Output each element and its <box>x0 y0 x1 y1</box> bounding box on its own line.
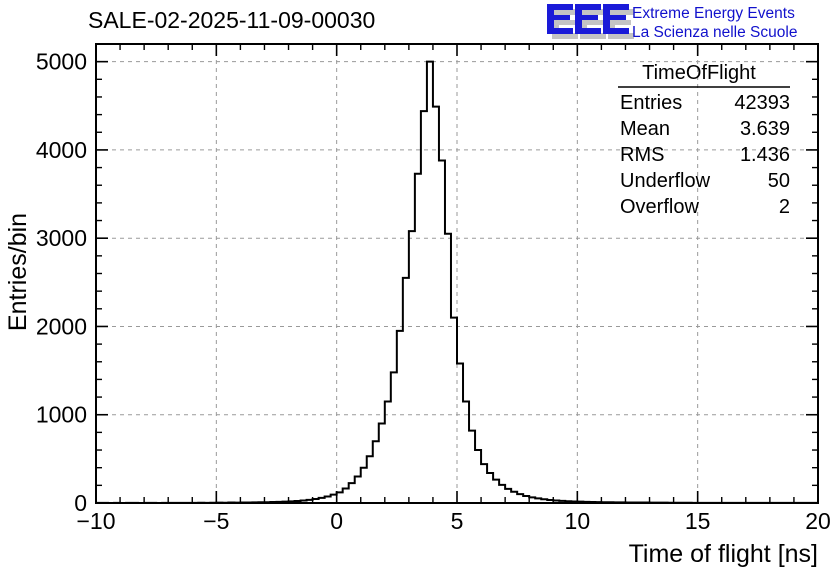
y-axis-title: Entries/bin <box>4 213 32 331</box>
e-bottom-bar <box>552 33 578 39</box>
stats-row-value: 1.436 <box>740 144 790 166</box>
e-bottom-bar <box>603 28 629 34</box>
stats-row-label: Entries <box>620 92 682 114</box>
x-tick-label: 0 <box>330 508 343 534</box>
stats-row-value: 2 <box>779 196 790 218</box>
e-top-bar <box>608 9 634 15</box>
e-top-bar <box>552 9 578 15</box>
e-mid-bar <box>608 20 631 25</box>
x-axis-tick-labels: −10 −5 0 5 10 15 20 <box>76 508 830 534</box>
logo-baseline <box>540 41 836 43</box>
stats-row-value: 50 <box>768 170 790 192</box>
stats-title: TimeOfFlight <box>642 62 756 84</box>
y-axis-tick-labels: 0 1000 2000 3000 4000 5000 <box>36 49 87 516</box>
x-tick-label: 15 <box>685 508 711 534</box>
stats-row-label: Overflow <box>620 196 699 218</box>
stats-row-value: 3.639 <box>740 118 790 140</box>
plot-gridlines <box>96 44 819 503</box>
stats-row-label: RMS <box>620 144 664 166</box>
e-bottom-bar <box>580 33 606 39</box>
e-mid-bar <box>575 15 598 20</box>
logo-line-2: La Scienza nelle Scuole <box>632 24 797 41</box>
plot-frame <box>95 43 819 504</box>
stats-row-value: 42393 <box>734 92 790 114</box>
y-tick-label: 5000 <box>36 49 87 75</box>
e-top-bar <box>547 4 573 10</box>
e-top-bar <box>575 4 601 10</box>
e-top-bar <box>580 9 606 15</box>
e-mid-bar <box>603 15 626 20</box>
e-top-bar <box>603 4 629 10</box>
logo-line-1: Extreme Energy Events <box>632 5 795 22</box>
e-bottom-bar <box>547 28 573 34</box>
e-bottom-bar <box>608 33 634 39</box>
x-tick-label: 5 <box>451 508 464 534</box>
logo-letter-e <box>608 9 634 39</box>
eee-logo-icon: Extreme Energy Events La Scienza nelle S… <box>540 4 836 43</box>
y-tick-label: 3000 <box>36 225 87 251</box>
x-tick-label: 10 <box>565 508 591 534</box>
logo-letter-e <box>580 9 606 39</box>
y-tick-label: 4000 <box>36 137 87 163</box>
plot-frame-box <box>95 43 819 504</box>
x-tick-label: −5 <box>203 508 229 534</box>
page-title: SALE-02-2025-11-09-00030 <box>88 7 375 33</box>
stats-row-label: Underflow <box>620 170 711 192</box>
logo-letter-e <box>603 4 629 34</box>
x-tick-label: 20 <box>805 508 831 534</box>
y-tick-label: 2000 <box>36 313 87 339</box>
stats-row-label: Mean <box>620 118 670 140</box>
e-bottom-bar <box>575 28 601 34</box>
logo-letter-e <box>547 4 573 34</box>
logo-letter-e <box>575 4 601 34</box>
histogram-outline <box>96 60 818 504</box>
y-tick-label: 1000 <box>36 402 87 428</box>
logo-letter-e <box>552 9 578 39</box>
e-mid-bar <box>580 20 603 25</box>
stats-box: TimeOfFlight Entries 42393 Mean 3.639 RMS 1.4… <box>618 62 790 218</box>
e-mid-bar <box>547 15 570 20</box>
e-mid-bar <box>552 20 575 25</box>
x-tick-label: −10 <box>76 508 115 534</box>
y-tick-label: 0 <box>74 490 87 516</box>
x-axis-title: Time of flight [ns] <box>629 540 818 568</box>
